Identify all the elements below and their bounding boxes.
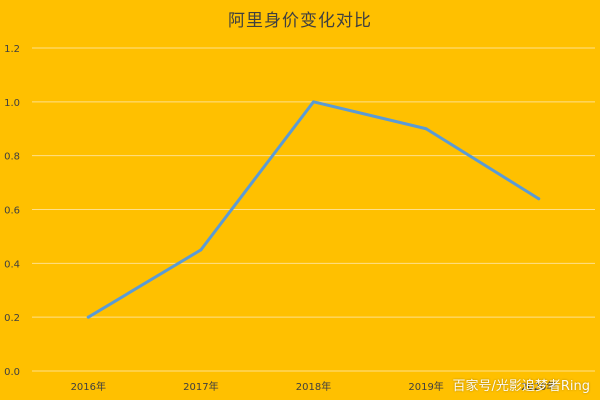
y-tick-label: 1.2 (4, 44, 20, 55)
x-axis-tick-labels: 2016年 2017年 2018年 2019年 2020年 (71, 380, 557, 393)
y-axis-tick-labels: 0.0 0.2 0.4 0.6 0.8 1.0 1.2 (4, 44, 20, 378)
data-point (199, 248, 203, 252)
y-tick-label: 0.6 (4, 206, 20, 217)
chart-title: 阿里身价变化对比 (228, 11, 372, 31)
y-tick-label: 0.2 (4, 313, 20, 324)
y-tick-label: 0.4 (4, 259, 20, 270)
watermark-text: 百家号/光影追梦者Ring (452, 379, 590, 394)
y-tick-label: 0.8 (4, 152, 20, 163)
x-tick-label: 2017年 (183, 380, 218, 393)
series-layer (86, 100, 541, 319)
y-tick-label: 0.0 (4, 367, 20, 378)
data-point (537, 197, 541, 201)
gridlines (32, 47, 595, 372)
data-point (424, 127, 428, 131)
x-tick-label: 2019年 (408, 380, 443, 393)
data-point (86, 315, 90, 319)
x-tick-label: 2018年 (296, 380, 331, 393)
y-tick-label: 1.0 (4, 98, 20, 109)
x-tick-label: 2020年 (521, 380, 556, 393)
data-point (312, 100, 315, 104)
x-tick-label: 2016年 (71, 380, 106, 393)
